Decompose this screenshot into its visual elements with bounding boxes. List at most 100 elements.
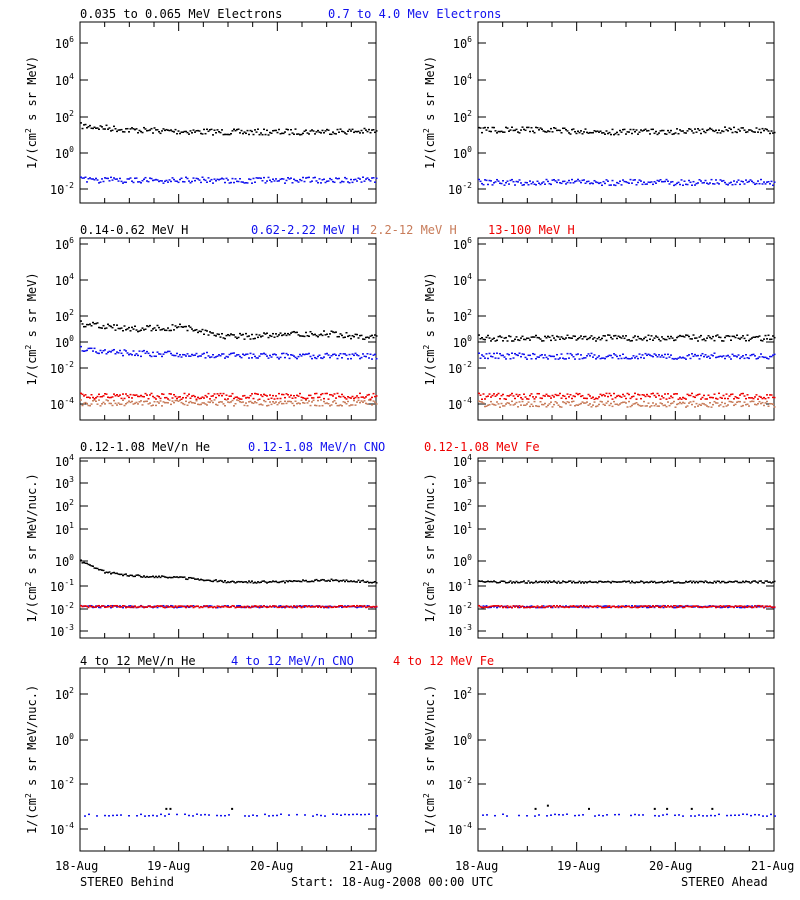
data-point — [613, 392, 615, 395]
data-point — [491, 355, 494, 358]
data-point — [360, 606, 363, 608]
data-point — [207, 606, 210, 609]
data-point — [255, 131, 258, 133]
data-point — [671, 606, 674, 609]
data-point — [320, 182, 322, 184]
data-point — [727, 606, 729, 609]
data-point — [299, 580, 301, 583]
data-point — [114, 604, 117, 607]
data-point — [676, 403, 678, 406]
data-point — [332, 579, 334, 582]
data-point — [637, 393, 639, 396]
data-point — [604, 395, 606, 397]
data-point — [773, 580, 776, 583]
data-point — [194, 131, 196, 133]
data-point — [526, 337, 528, 339]
data-point — [763, 338, 765, 340]
data-point — [222, 605, 225, 607]
data-point — [316, 813, 318, 816]
data-point — [548, 580, 551, 582]
data-point — [665, 405, 668, 408]
data-point — [518, 339, 521, 342]
data-point — [514, 184, 516, 186]
data-point — [239, 132, 241, 134]
data-point — [764, 128, 767, 130]
y-tick-label: 106 — [453, 35, 472, 51]
data-point — [147, 403, 150, 405]
data-point — [168, 813, 170, 815]
data-point — [275, 580, 277, 583]
data-point — [728, 182, 731, 184]
data-point — [560, 336, 563, 338]
data-point — [680, 130, 683, 132]
data-point — [333, 393, 336, 395]
data-point — [233, 128, 235, 130]
y-tick-label: 10-1 — [448, 578, 472, 594]
data-point — [565, 128, 567, 131]
data-point — [369, 399, 372, 402]
data-point — [602, 403, 605, 406]
data-point — [294, 356, 297, 359]
data-point — [129, 574, 132, 577]
data-point — [523, 338, 525, 341]
data-point — [712, 396, 714, 399]
data-point — [252, 353, 255, 355]
data-point — [772, 354, 774, 356]
data-point — [658, 815, 660, 817]
data-point — [743, 183, 746, 185]
data-point — [707, 582, 710, 584]
data-point — [647, 605, 650, 607]
data-point — [706, 815, 708, 817]
data-point — [679, 334, 681, 337]
data-point — [206, 605, 208, 607]
data-point — [569, 182, 572, 184]
data-point — [216, 814, 218, 817]
data-point — [80, 320, 82, 322]
data-point — [318, 178, 321, 180]
data-point — [315, 404, 318, 407]
data-point — [110, 325, 112, 328]
data-point — [122, 393, 124, 395]
data-point — [216, 129, 219, 131]
data-point — [156, 815, 158, 817]
data-point — [299, 178, 301, 181]
data-point — [342, 130, 345, 133]
data-point — [742, 180, 744, 183]
data-point — [101, 569, 103, 571]
data-point — [488, 179, 491, 182]
data-point — [619, 395, 621, 398]
data-point — [652, 581, 654, 584]
data-point — [580, 335, 582, 337]
data-point — [688, 179, 690, 182]
data-point — [179, 323, 181, 326]
data-point — [368, 178, 370, 181]
data-point — [248, 605, 250, 608]
data-point — [222, 606, 225, 608]
series-13-100-mev-h — [80, 392, 378, 401]
data-point — [592, 404, 594, 406]
data-point — [273, 580, 276, 583]
data-point — [734, 580, 737, 582]
data-point — [372, 129, 375, 131]
data-point — [324, 334, 327, 336]
data-point — [638, 394, 641, 396]
data-point — [95, 177, 97, 180]
data-point — [593, 179, 596, 182]
data-point — [213, 579, 216, 582]
data-point — [212, 182, 214, 184]
data-point — [674, 605, 677, 607]
data-point — [174, 180, 177, 182]
data-point — [365, 178, 367, 180]
data-point — [96, 127, 99, 129]
data-point — [93, 567, 96, 569]
data-point — [366, 353, 369, 355]
data-point — [646, 405, 648, 407]
data-point — [260, 403, 262, 405]
data-point — [251, 606, 253, 608]
data-point — [330, 133, 333, 136]
data-point — [743, 605, 746, 607]
data-point — [677, 132, 680, 135]
data-point — [140, 355, 142, 358]
data-point — [706, 398, 708, 400]
data-point — [204, 357, 207, 359]
